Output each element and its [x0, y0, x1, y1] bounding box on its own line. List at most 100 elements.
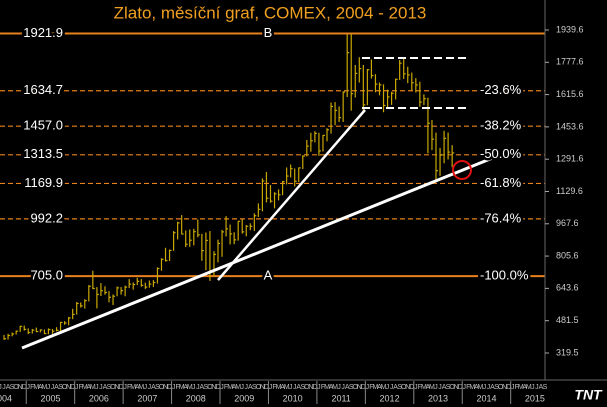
month-label: S: [10, 384, 15, 391]
month-label: A: [442, 384, 447, 391]
month-label: N: [405, 384, 410, 391]
month-label: J: [438, 384, 442, 391]
month-label: J: [240, 384, 244, 391]
month-label: N: [115, 384, 120, 391]
x-tick-label: 2013: [428, 393, 448, 403]
level-marker: A: [264, 268, 273, 283]
month-label: A: [426, 384, 431, 391]
month-label: F: [224, 384, 228, 391]
month-label: A: [345, 384, 350, 391]
month-label: J: [293, 384, 297, 391]
month-label: F: [272, 384, 276, 391]
level-marker: B: [264, 25, 273, 40]
month-label: M: [332, 384, 338, 391]
month-label: F: [175, 384, 179, 391]
month-label: J: [172, 384, 176, 391]
month-label: A: [151, 384, 156, 391]
month-label: J: [95, 384, 99, 391]
y-tick-label: 1615.6: [556, 89, 584, 99]
month-label: M: [421, 384, 427, 391]
level-value: 1313.5: [23, 146, 63, 161]
level-percent: -38.2%: [480, 118, 522, 133]
logo: TNT: [574, 387, 603, 403]
month-label: J: [531, 384, 535, 391]
month-label: O: [401, 384, 407, 391]
month-label: M: [187, 384, 193, 391]
month-label: A: [280, 384, 285, 391]
month-label: O: [304, 384, 310, 391]
month-label: O: [159, 384, 165, 391]
month-label: O: [498, 384, 504, 391]
month-label: J: [487, 384, 491, 391]
month-label: A: [232, 384, 237, 391]
month-label: M: [469, 384, 475, 391]
y-tick-label: 1453.6: [556, 121, 584, 131]
month-label: J: [2, 384, 6, 391]
month-label: A: [539, 384, 544, 391]
month-label: M: [130, 384, 136, 391]
month-label: A: [54, 384, 59, 391]
annotations: [21, 57, 501, 350]
month-label: S: [494, 384, 499, 391]
month-label: D: [506, 384, 511, 391]
month-label: F: [418, 384, 422, 391]
month-label: M: [227, 384, 233, 391]
month-label: M: [373, 384, 379, 391]
level-labels: 1921.9 B 1634.7 -23.6% 1457.0 -38.2% 1313.5 -50…: [21, 22, 532, 285]
month-label: D: [22, 384, 27, 391]
month-label: A: [329, 384, 334, 391]
level-value: 1169.9: [24, 175, 63, 190]
month-label: J: [0, 384, 2, 391]
month-label: M: [381, 384, 387, 391]
month-label: F: [79, 384, 83, 391]
month-label: J: [269, 384, 273, 391]
month-label: N: [502, 384, 507, 391]
month-label: F: [515, 384, 519, 391]
month-label: F: [369, 384, 373, 391]
month-label: S: [204, 384, 209, 391]
x-tick-label: 2005: [40, 393, 60, 403]
y-tick-label: 481.5: [556, 315, 579, 325]
month-label: D: [119, 384, 124, 391]
month-label: J: [386, 384, 390, 391]
month-label: O: [449, 384, 455, 391]
month-label: A: [135, 384, 140, 391]
level-percent: -50.0%: [480, 146, 522, 161]
month-label: J: [47, 384, 51, 391]
month-label: M: [90, 384, 96, 391]
month-label: M: [235, 384, 241, 391]
month-label: J: [192, 384, 196, 391]
month-label: O: [353, 384, 359, 391]
month-label: N: [260, 384, 265, 391]
month-label: A: [377, 384, 382, 391]
x-tick-label: 2015: [525, 393, 545, 403]
month-label: D: [361, 384, 366, 391]
level-value: 1457.0: [23, 118, 63, 133]
month-label: A: [296, 384, 301, 391]
month-label: J: [144, 384, 148, 391]
month-label: M: [82, 384, 88, 391]
level-percent: -61.8%: [480, 175, 522, 190]
month-label: A: [200, 384, 205, 391]
month-label: O: [62, 384, 68, 391]
y-tick-label: 1777.6: [556, 57, 584, 67]
month-label: N: [308, 384, 313, 391]
y-tick-label: 1939.6: [556, 24, 584, 34]
month-label: A: [6, 384, 11, 391]
month-label: J: [245, 384, 249, 391]
month-label: D: [458, 384, 463, 391]
month-label: S: [58, 384, 63, 391]
month-label: J: [75, 384, 79, 391]
month-label: J: [337, 384, 341, 391]
highlight-circle: [452, 160, 472, 180]
month-label: N: [66, 384, 71, 391]
month-label: O: [13, 384, 19, 391]
trend-line: [21, 153, 501, 350]
x-tick-label: 2006: [89, 393, 109, 403]
month-label: A: [490, 384, 495, 391]
level-value: 1634.7: [23, 82, 63, 97]
month-label: J: [51, 384, 55, 391]
level-percent: -23.6%: [480, 82, 522, 97]
month-label: J: [317, 384, 321, 391]
